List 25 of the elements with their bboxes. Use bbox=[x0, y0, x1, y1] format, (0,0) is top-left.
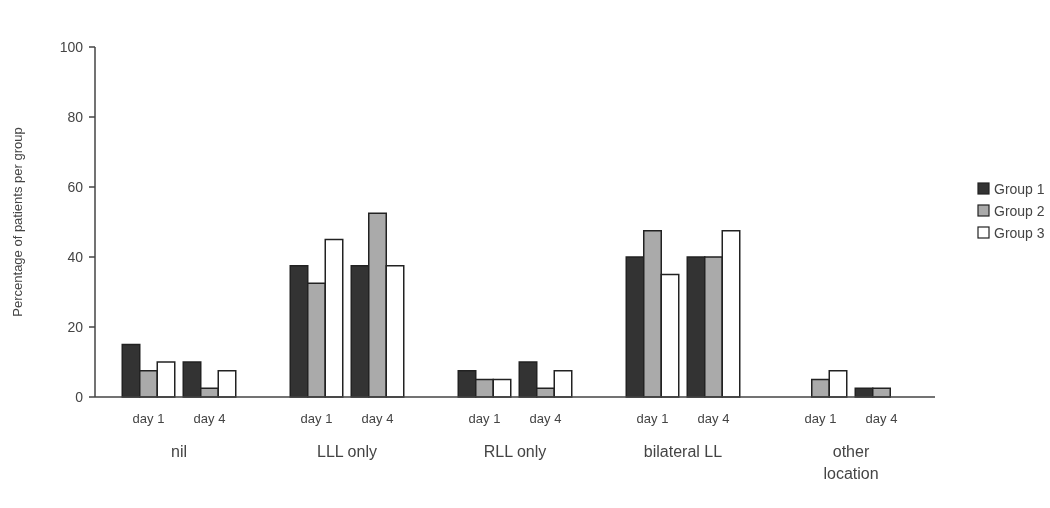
y-tick-label: 20 bbox=[67, 318, 84, 335]
y-tick-label: 80 bbox=[67, 108, 84, 125]
x-tick-label: day 4 bbox=[193, 411, 226, 426]
y-tick-label: 40 bbox=[67, 248, 84, 265]
text: RLL only bbox=[483, 443, 547, 460]
x-tick-label: day 1 bbox=[132, 411, 165, 426]
text: other location bbox=[823, 443, 879, 482]
x-tick-label: day 1 bbox=[468, 411, 501, 426]
x-tick-label: day 1 bbox=[804, 411, 837, 426]
x-tick-label: day 4 bbox=[361, 411, 394, 426]
y-tick-label: 0 bbox=[75, 388, 84, 405]
y-tick-label: 60 bbox=[67, 178, 84, 195]
text: LLL only bbox=[317, 443, 377, 460]
legend-label: Group 2 bbox=[994, 202, 1045, 219]
x-tick-label: day 4 bbox=[865, 411, 898, 426]
x-tick-label: day 4 bbox=[529, 411, 562, 426]
y-tick-label: 100 bbox=[59, 38, 84, 55]
text: nil bbox=[170, 443, 188, 460]
legend-label: Group 3 bbox=[994, 224, 1045, 241]
text: bilateral LL bbox=[643, 443, 723, 460]
x-tick-label: day 1 bbox=[300, 411, 333, 426]
legend-label: Group 1 bbox=[994, 180, 1045, 197]
y-axis-title: Percentage of patients per group bbox=[10, 127, 25, 317]
x-tick-label: day 1 bbox=[636, 411, 669, 426]
x-tick-label: day 4 bbox=[697, 411, 730, 426]
